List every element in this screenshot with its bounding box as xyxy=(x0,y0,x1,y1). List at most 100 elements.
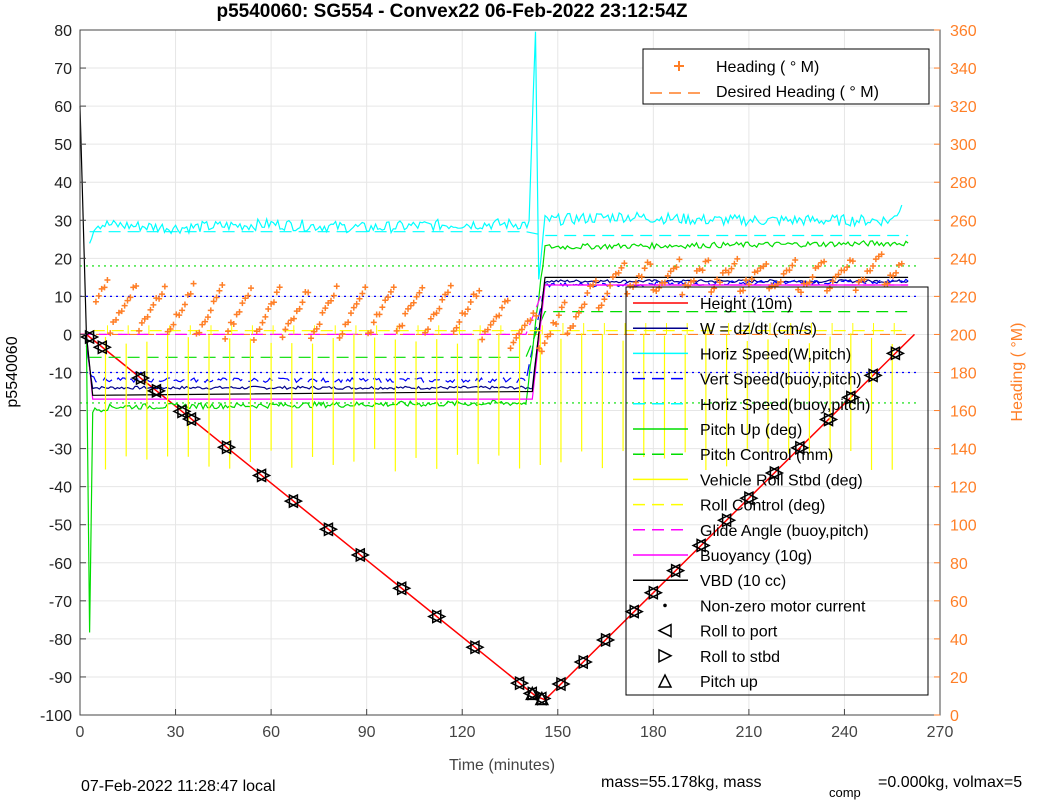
heading-point xyxy=(181,301,188,308)
y2-axis-label: Heading ( °M) xyxy=(1009,323,1026,422)
roll-port-marker xyxy=(146,383,162,399)
roll-stbd-marker xyxy=(578,654,593,670)
y-tick-label: -80 xyxy=(49,632,72,649)
heading-point xyxy=(95,292,102,299)
legend-top-label: Heading ( ° M) xyxy=(716,59,819,76)
heading-point xyxy=(196,329,203,336)
heading-point xyxy=(798,289,805,296)
legend-label: Roll to stbd xyxy=(700,649,780,666)
heading-point xyxy=(270,299,277,306)
heading-point xyxy=(570,322,577,329)
heading-point xyxy=(507,345,514,352)
heading-point xyxy=(216,287,223,294)
heading-point xyxy=(444,289,451,296)
series-line xyxy=(89,31,903,280)
y-tick-label: 50 xyxy=(54,137,72,154)
heading-point xyxy=(501,298,508,305)
legend-label: VBD (10 cc) xyxy=(700,573,786,590)
marker-group xyxy=(79,329,906,706)
heading-point xyxy=(113,316,120,323)
roll-stbd-marker xyxy=(795,440,810,456)
heading-point xyxy=(789,262,796,269)
legend-heading-swatch xyxy=(674,61,684,71)
roll-port-marker xyxy=(181,411,197,427)
heading-point xyxy=(564,330,571,337)
heading-point xyxy=(632,279,639,286)
axes: 0 30 60 90 120 150 180 210 240 270-100-90-80-70-6… xyxy=(40,23,977,741)
heading-point xyxy=(92,298,99,305)
heading-point xyxy=(714,276,721,283)
x-tick-label: 60 xyxy=(262,724,280,741)
heading-point xyxy=(780,270,787,277)
roll-stbd-marker xyxy=(721,513,737,528)
roll-stbd-marker xyxy=(97,340,112,355)
legend-swatch xyxy=(657,673,673,688)
roll-port-marker xyxy=(818,412,834,427)
legend-top-box xyxy=(642,48,930,105)
heading-point xyxy=(826,285,833,292)
heading-point xyxy=(190,280,197,287)
heading-point xyxy=(367,329,374,336)
heading-point xyxy=(322,305,329,312)
heading-point xyxy=(661,279,668,286)
heading-point xyxy=(487,321,494,328)
y-tick-label: 30 xyxy=(54,213,72,230)
roll-port-marker xyxy=(573,654,589,670)
heading-point xyxy=(895,261,902,268)
y2-tick-label: 240 xyxy=(950,251,977,268)
heading-point xyxy=(533,312,540,319)
roll-port-marker xyxy=(841,390,856,405)
heading-point xyxy=(419,284,426,291)
heading-point xyxy=(308,335,315,342)
y-tick-label: -20 xyxy=(49,404,72,421)
heading-point xyxy=(821,258,828,265)
heading-point xyxy=(370,319,377,326)
y2-tick-label: 120 xyxy=(950,480,977,497)
roll-stbd-marker xyxy=(600,632,616,648)
legend-label: Horiz Speed(buoy,pitch) xyxy=(700,397,870,414)
heading-point xyxy=(763,261,770,268)
heading-point xyxy=(147,306,154,313)
heading-point xyxy=(653,288,660,295)
heading-point xyxy=(396,323,403,330)
heading-point xyxy=(598,302,605,309)
heading-point xyxy=(382,297,389,304)
heading-point xyxy=(676,256,683,263)
heading-point xyxy=(199,321,206,328)
roll-stbd-marker xyxy=(355,547,370,563)
heading-point xyxy=(144,313,151,320)
heading-point xyxy=(893,269,900,276)
heading-point xyxy=(176,312,183,319)
y-tick-label: -100 xyxy=(40,708,72,725)
y-tick-label: 10 xyxy=(54,289,72,306)
heading-point xyxy=(561,299,568,306)
heading-point xyxy=(150,301,157,308)
heading-point xyxy=(236,308,243,315)
y2-tick-label: 280 xyxy=(950,175,977,192)
roll-stbd-marker xyxy=(323,522,339,537)
heading-point xyxy=(751,269,758,276)
heading-point xyxy=(541,340,548,347)
heading-point xyxy=(127,294,134,301)
y2-tick-label: 340 xyxy=(950,61,977,78)
heading-point xyxy=(806,279,813,286)
heading-point xyxy=(328,297,335,304)
heading-point xyxy=(184,291,191,298)
roll-stbd-marker xyxy=(288,493,304,509)
roll-stbd-marker xyxy=(769,465,785,481)
series-group xyxy=(79,31,916,701)
heading-point xyxy=(222,335,229,342)
heading-point xyxy=(456,319,463,326)
heading-point xyxy=(262,313,269,320)
y2-tick-label: 160 xyxy=(950,404,977,421)
heading-point xyxy=(650,286,657,293)
heading-point xyxy=(256,326,263,333)
y2-tick-label: 80 xyxy=(950,556,968,573)
heading-point xyxy=(359,290,366,297)
heading-point xyxy=(273,289,280,296)
series-line xyxy=(89,231,909,237)
roll-port-marker xyxy=(392,581,407,596)
heading-point xyxy=(210,298,217,305)
heading-point xyxy=(601,296,608,303)
heading-point xyxy=(524,318,531,325)
